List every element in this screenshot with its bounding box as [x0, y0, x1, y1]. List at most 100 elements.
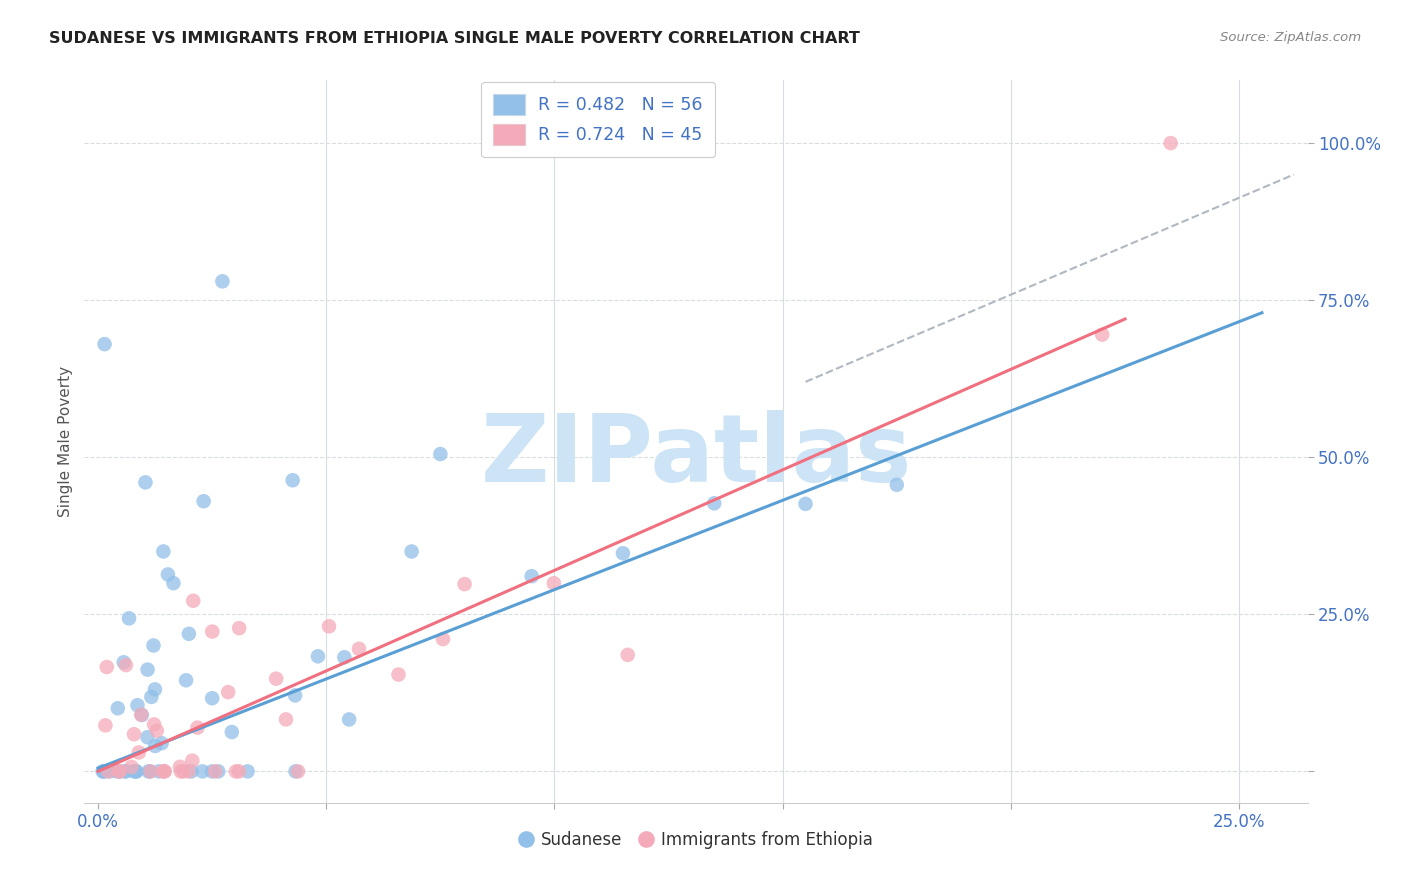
Text: Source: ZipAtlas.com: Source: ZipAtlas.com [1220, 31, 1361, 45]
Legend: Sudanese, Immigrants from Ethiopia: Sudanese, Immigrants from Ethiopia [513, 824, 879, 856]
Point [204, 764, 226, 779]
Point [91, 764, 114, 779]
Point [201, 764, 224, 779]
Point [169, 760, 191, 774]
Point [127, 698, 149, 713]
Point [174, 673, 197, 688]
Point [201, 624, 224, 639]
Point [125, 764, 148, 779]
Point [143, 717, 166, 731]
Point [141, 690, 163, 704]
Point [105, 764, 128, 779]
Point [703, 496, 725, 510]
Point [115, 764, 138, 779]
Point [107, 701, 129, 715]
Point [134, 475, 156, 490]
Point [150, 736, 173, 750]
Point [177, 627, 200, 641]
Point [228, 764, 250, 779]
Point [96, 660, 118, 674]
Point [108, 764, 131, 779]
Point [191, 764, 214, 779]
Point [186, 721, 208, 735]
Point [180, 764, 202, 779]
Point [794, 497, 817, 511]
Point [333, 650, 356, 665]
Point [148, 764, 170, 779]
Point [114, 764, 136, 779]
Point [93, 764, 115, 779]
Point [138, 764, 160, 779]
Point [387, 667, 409, 681]
Point [125, 764, 148, 779]
Point [337, 713, 360, 727]
Point [108, 764, 131, 779]
Point [124, 764, 146, 779]
Point [93, 764, 115, 779]
Text: SUDANESE VS IMMIGRANTS FROM ETHIOPIA SINGLE MALE POVERTY CORRELATION CHART: SUDANESE VS IMMIGRANTS FROM ETHIOPIA SIN… [49, 31, 860, 46]
Point [543, 576, 565, 591]
Point [1160, 136, 1182, 150]
Point [284, 764, 307, 779]
Point [98, 764, 121, 779]
Point [108, 764, 131, 779]
Point [207, 764, 229, 779]
Point [162, 576, 184, 591]
Point [136, 730, 159, 744]
Point [153, 764, 176, 779]
Point [201, 691, 224, 706]
Point [170, 764, 193, 779]
Point [236, 764, 259, 779]
Point [886, 478, 908, 492]
Point [143, 682, 166, 697]
Point [453, 577, 475, 591]
Point [318, 619, 340, 633]
Point [152, 764, 174, 779]
Point [612, 546, 634, 560]
Point [172, 764, 194, 779]
Point [287, 764, 309, 779]
Point [193, 494, 215, 508]
Point [274, 712, 297, 726]
Point [131, 708, 153, 723]
Point [112, 655, 135, 669]
Point [146, 723, 169, 738]
Point [152, 544, 174, 558]
Point [284, 689, 307, 703]
Point [136, 663, 159, 677]
Point [429, 447, 451, 461]
Point [281, 473, 304, 487]
Point [401, 544, 423, 558]
Point [181, 754, 204, 768]
Point [211, 274, 233, 288]
Y-axis label: Single Male Poverty: Single Male Poverty [58, 366, 73, 517]
Point [128, 746, 150, 760]
Point [121, 760, 143, 774]
Point [181, 593, 204, 607]
Point [1091, 327, 1114, 342]
Point [93, 337, 115, 351]
Point [177, 764, 200, 779]
Point [217, 685, 239, 699]
Point [264, 672, 287, 686]
Point [432, 632, 454, 646]
Point [122, 727, 145, 741]
Text: ZIPatlas: ZIPatlas [481, 410, 911, 502]
Point [347, 641, 370, 656]
Point [153, 764, 176, 779]
Point [142, 639, 165, 653]
Point [520, 569, 543, 583]
Point [225, 764, 247, 779]
Point [616, 648, 638, 662]
Point [129, 707, 152, 722]
Point [228, 621, 250, 635]
Point [94, 718, 117, 732]
Point [156, 567, 179, 582]
Point [139, 764, 162, 779]
Point [221, 725, 243, 739]
Point [307, 649, 329, 664]
Point [143, 739, 166, 753]
Point [118, 611, 141, 625]
Point [139, 764, 162, 779]
Point [122, 764, 145, 779]
